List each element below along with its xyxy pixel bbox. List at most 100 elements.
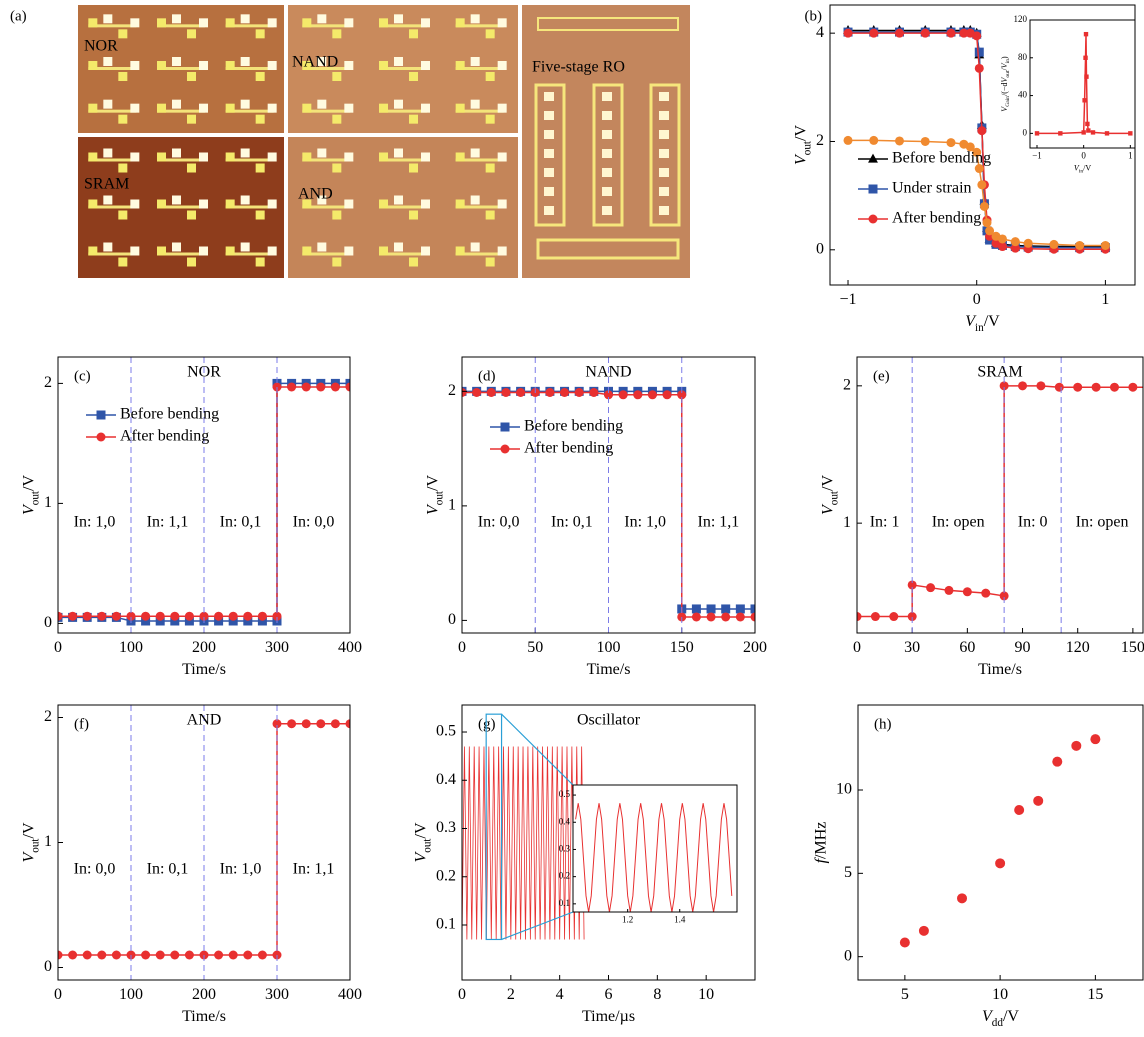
marker	[199, 611, 209, 621]
marker	[184, 950, 194, 960]
ro-rail	[534, 83, 566, 227]
panel-label: (f)	[74, 716, 89, 732]
marker	[977, 180, 987, 190]
legend-marker	[500, 444, 510, 454]
device-pad	[332, 72, 342, 81]
panel-label: (b)	[805, 8, 823, 24]
device-wire	[157, 252, 205, 256]
device-pad	[421, 61, 430, 70]
marker	[1128, 382, 1138, 392]
y-tick-label: 1	[44, 494, 52, 511]
device-pad	[332, 29, 342, 39]
device-pad	[485, 72, 495, 81]
marker	[977, 126, 987, 136]
x-tick-label: 0	[54, 639, 62, 656]
marker	[243, 950, 253, 960]
legend-marker	[868, 153, 878, 163]
marker	[1049, 239, 1059, 249]
marker	[889, 612, 899, 622]
device-pad	[103, 195, 113, 205]
ro-pad	[544, 111, 554, 120]
device-wire	[157, 158, 205, 162]
marker	[995, 858, 1006, 869]
y-tick-label: 2	[44, 708, 52, 725]
device-pad	[332, 163, 342, 173]
device-pad	[485, 114, 495, 124]
y-tick-label: 5	[844, 864, 852, 881]
x-tick-label: 100	[119, 986, 143, 1003]
device-pad	[302, 199, 312, 209]
device-pad	[225, 199, 235, 209]
device-pad	[421, 18, 430, 28]
x-tick-label: 100	[119, 639, 143, 656]
x-tick-label: 200	[192, 639, 216, 656]
marker	[604, 390, 613, 400]
device-wire	[455, 24, 504, 28]
ro-pad	[544, 187, 554, 196]
device-pad	[344, 152, 354, 162]
device-pad	[88, 61, 98, 70]
device-pad	[103, 148, 113, 158]
marker	[516, 388, 526, 398]
axis-label: Vout/V	[20, 475, 41, 516]
annotation: In: open	[932, 513, 985, 530]
device-pad	[172, 99, 181, 109]
y-tick-label: 40	[1018, 90, 1028, 100]
marker	[965, 142, 975, 152]
axis-label: VGain/(−dVout/Vin)	[1000, 56, 1011, 112]
marker	[750, 612, 755, 622]
marker	[972, 31, 982, 41]
plot-data	[857, 381, 1143, 622]
y-tick-label: 0.1	[436, 916, 456, 933]
y-tick-label: 0	[44, 958, 52, 975]
y-tick-label: 0	[816, 240, 824, 257]
legend-label: After bending	[892, 210, 981, 227]
device-pad	[302, 103, 312, 113]
device-pad	[317, 148, 327, 158]
device-pad	[255, 72, 265, 81]
device-pad	[199, 103, 208, 113]
axis-label-part: V	[792, 153, 809, 165]
axis-label-part: /V	[819, 475, 836, 491]
axis-label: Vout/V	[792, 125, 813, 166]
marker	[1052, 756, 1063, 767]
marker	[1033, 795, 1044, 806]
device-pad	[225, 61, 235, 70]
device-wire	[225, 67, 274, 70]
axis-label-part: dd	[992, 1016, 1004, 1028]
device-pad	[187, 257, 196, 267]
x-tick-label: 2	[507, 986, 515, 1003]
y-tick-label: 0.4	[559, 816, 571, 826]
marker	[1075, 240, 1085, 250]
device-pad	[130, 246, 140, 256]
ro-pad	[602, 111, 612, 120]
marker	[301, 382, 311, 392]
marker	[985, 226, 995, 236]
marker	[184, 611, 194, 621]
marker	[228, 950, 238, 960]
plot-data	[843, 25, 1111, 254]
marker	[330, 719, 340, 729]
marker	[735, 612, 745, 622]
marker	[330, 382, 340, 392]
marker	[944, 585, 954, 595]
axis-label-part: /V	[792, 125, 809, 141]
plot-frame	[857, 704, 1144, 981]
axis-label-part: V	[20, 851, 37, 863]
axis-label-part: /V	[1003, 1007, 1019, 1024]
marker	[706, 604, 716, 614]
device-pad	[157, 199, 166, 209]
device-pad	[394, 242, 403, 252]
x-tick-label: 0	[458, 986, 466, 1003]
device-pad	[344, 246, 354, 256]
device-wire	[455, 205, 504, 209]
axis-label-part: /V	[1083, 164, 1091, 173]
ro-pad	[602, 130, 612, 139]
marker	[1100, 240, 1110, 250]
device-pad	[344, 61, 354, 70]
device-wire	[157, 24, 205, 28]
zoom-connector	[501, 713, 574, 786]
marker	[574, 388, 584, 398]
annotation: In: 0,1	[551, 513, 593, 530]
